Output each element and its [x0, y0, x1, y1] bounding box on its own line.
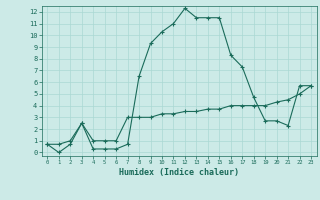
- X-axis label: Humidex (Indice chaleur): Humidex (Indice chaleur): [119, 168, 239, 177]
